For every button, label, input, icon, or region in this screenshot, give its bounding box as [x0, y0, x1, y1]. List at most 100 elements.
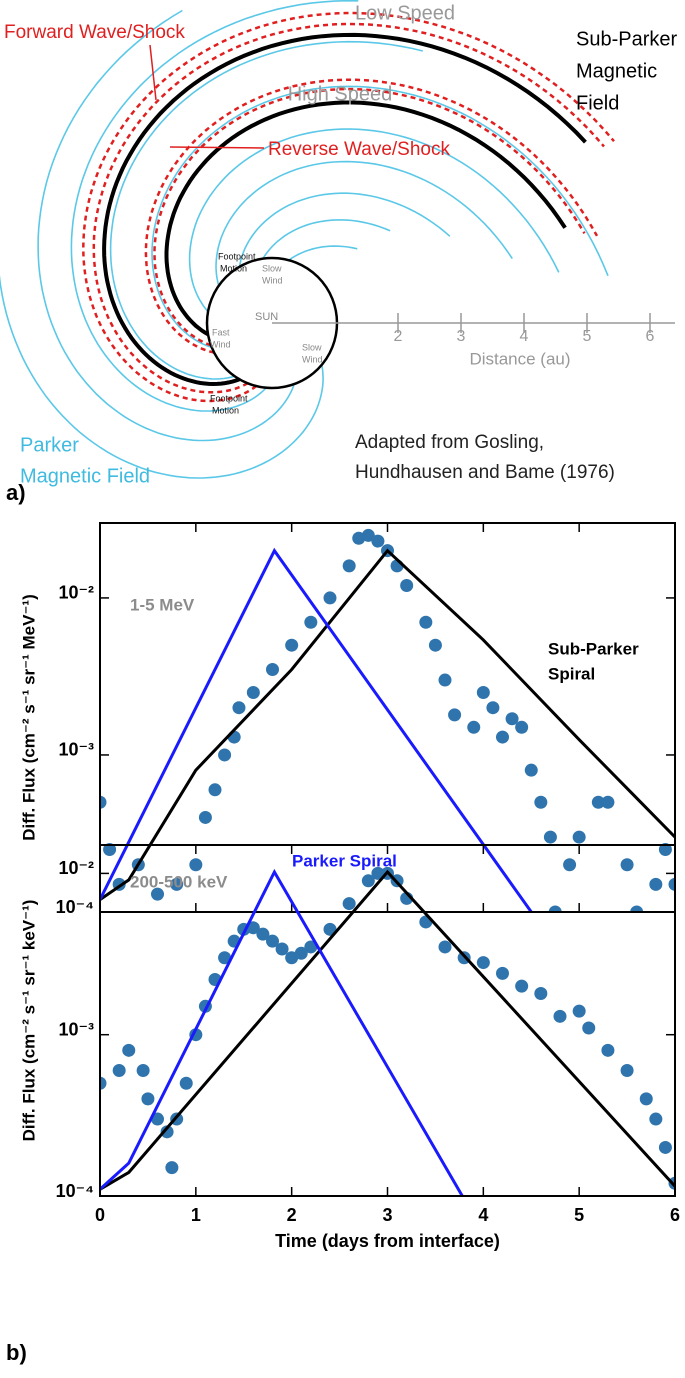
parker-label: Parker [20, 434, 79, 456]
x-axis-label: Time (days from interface) [275, 1231, 500, 1251]
data-point [438, 940, 452, 954]
field-line [102, 32, 587, 387]
x-tick-label: 6 [670, 1205, 680, 1225]
distance-tick-label: 4 [520, 328, 529, 345]
data-point [419, 615, 433, 629]
data-point [534, 795, 548, 809]
data-point [275, 942, 289, 956]
credit: Adapted from Gosling, [355, 432, 544, 453]
data-point [100, 1076, 107, 1090]
data-point [100, 795, 107, 809]
annotation: Spiral [548, 664, 595, 683]
data-point [160, 1125, 174, 1139]
data-point [151, 887, 164, 901]
data-point [553, 1009, 567, 1023]
data-point [342, 897, 356, 911]
panel-label: b) [6, 1340, 27, 1365]
footpoint-label: Footpoint [210, 393, 248, 403]
sub-parker-label: Sub-Parker [576, 28, 677, 50]
data-point [515, 720, 529, 734]
data-point [198, 810, 212, 824]
field-line [164, 100, 567, 337]
model-line [100, 547, 533, 912]
x-tick-label: 3 [382, 1205, 392, 1225]
chart: 10⁻⁴ 10⁻³ 10⁻² 0 1 2 3 4 5 6 Diff. Flux (cm⁻² s⁻¹ … [19, 844, 680, 1251]
data-point [294, 946, 308, 960]
data-point [141, 1092, 155, 1106]
data-point [232, 701, 246, 715]
x-tick-label: 2 [287, 1205, 297, 1225]
data-point [103, 843, 117, 857]
chart: 10⁻⁴ 10⁻³ 10⁻² Diff. Flux (cm⁻² s⁻¹ sr⁻¹ Me… [19, 522, 676, 917]
annotation: 1-5 MeV [130, 595, 195, 614]
footpoint-label: Motion [212, 405, 239, 415]
data-point [151, 1112, 164, 1126]
distance-tick-label: 6 [646, 328, 655, 345]
data-point [371, 534, 385, 548]
data-point [400, 578, 414, 592]
data-point [591, 795, 605, 809]
y-tick-label: 10⁻³ [58, 740, 94, 760]
field-line [109, 40, 423, 380]
field-line [0, 274, 324, 479]
data-point [266, 663, 279, 677]
data-point [572, 1004, 586, 1018]
x-tick-label: 0 [95, 1205, 105, 1225]
wind-label: Fast [212, 327, 230, 337]
y-tick-label: 10⁻⁴ [56, 897, 94, 917]
data-point [630, 905, 644, 912]
data-point [170, 877, 184, 891]
plot-area [100, 528, 675, 912]
data-point [601, 795, 615, 809]
x-tick-label: 5 [574, 1205, 584, 1225]
sub-parker-label: Magnetic [576, 60, 657, 82]
wind-label: Wind [210, 339, 231, 349]
data-point [266, 934, 279, 948]
data-point [246, 921, 260, 935]
data-point [218, 748, 232, 762]
data-point [543, 830, 557, 844]
data-point [658, 843, 672, 857]
high-speed: High Speed [288, 83, 393, 105]
model-line [100, 868, 464, 1196]
field-line [37, 9, 295, 442]
data-point [122, 1043, 136, 1057]
distance-tick-label: 5 [583, 328, 592, 345]
y-axis-label: Diff. Flux (cm⁻² s⁻¹ sr⁻¹ MeV⁻¹) [19, 594, 38, 841]
data-point [515, 979, 529, 993]
data-point [428, 638, 442, 652]
data-point [476, 685, 490, 699]
forward-shock: Forward Wave/Shock [4, 22, 185, 43]
data-point [246, 685, 260, 699]
plot-area [100, 866, 675, 1196]
data-point [361, 874, 375, 888]
wind-label: Wind [262, 275, 283, 285]
wind-label: Wind [302, 354, 323, 364]
data-point [208, 783, 222, 797]
data-point [548, 905, 562, 912]
data-point [649, 877, 663, 891]
data-point [639, 1092, 653, 1106]
field-line [215, 160, 513, 286]
data-point [179, 1076, 193, 1090]
data-point [371, 866, 385, 880]
annotation: Sub-Parker [548, 639, 639, 658]
y-axis-label: Diff. Flux (cm⁻² s⁻¹ sr⁻¹ keV⁻¹) [19, 900, 38, 1142]
data-point [448, 708, 462, 722]
model-line [100, 869, 675, 1191]
data-point [582, 1021, 596, 1035]
x-tick-label: 4 [478, 1205, 488, 1225]
data-point [112, 1063, 126, 1077]
y-tick-label: 10⁻⁴ [56, 1181, 94, 1201]
data-point [323, 591, 337, 605]
data-point [534, 987, 548, 1001]
data-point [524, 763, 538, 777]
field-line [262, 219, 391, 260]
wind-label: Slow [262, 263, 282, 273]
data-point [620, 1063, 634, 1077]
parker-label: Magnetic Field [20, 465, 150, 487]
reverse-arrow [169, 146, 265, 149]
data-point [165, 1161, 179, 1175]
low-speed: Low Speed [355, 2, 455, 24]
